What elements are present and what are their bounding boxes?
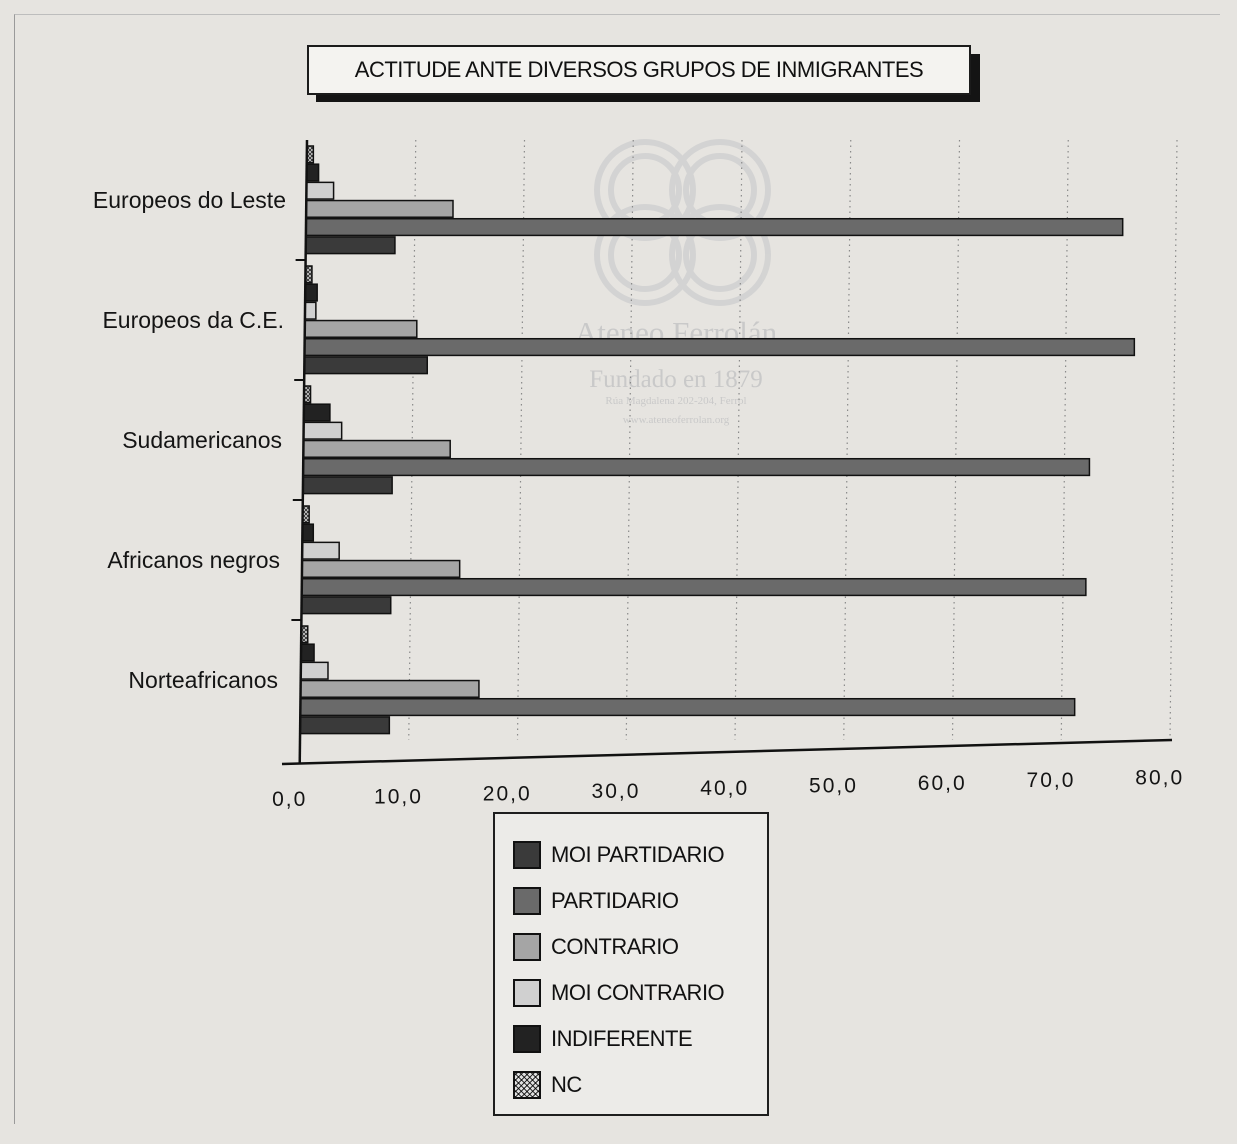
chart-legend: MOI PARTIDARIO PARTIDARIO CONTRARIO MOI CON… bbox=[493, 812, 769, 1116]
watermark-line2: Fundado en 1879 bbox=[589, 366, 763, 393]
category-label-norteafricanos: Norteafricanos bbox=[128, 667, 278, 693]
bar-europeos-da-c-e-contrario bbox=[304, 319, 418, 338]
legend-item-indiferente: INDIFERENTE bbox=[513, 1022, 693, 1056]
bar-europeos-da-c-e-moi-contrario bbox=[304, 301, 317, 320]
legend-swatch-partidario bbox=[513, 887, 541, 915]
legend-label-moi-partidario: MOI PARTIDARIO bbox=[551, 842, 725, 867]
page-border bbox=[14, 14, 1220, 1124]
category-label-europeos-do-leste: Europeos do Leste bbox=[93, 187, 286, 213]
legend-item-moi-partidario: MOI PARTIDARIO bbox=[513, 838, 725, 872]
legend-swatch-contrario bbox=[513, 933, 541, 961]
bar-europeos-do-leste-indiferente bbox=[305, 163, 320, 182]
x-tick-label-3: 30,0 bbox=[592, 780, 641, 803]
chart-grid bbox=[408, 139, 1178, 741]
legend-swatch-indiferente bbox=[513, 1025, 541, 1053]
bar-europeos-do-leste-moi-partidario bbox=[305, 236, 396, 255]
legend-item-nc: NC bbox=[513, 1068, 582, 1102]
bar-africanos-negros-partidario bbox=[301, 577, 1087, 597]
bar-norteafricanos-indiferente bbox=[300, 643, 315, 662]
legend-label-contrario: CONTRARIO bbox=[551, 934, 679, 959]
gridline-4 bbox=[734, 139, 743, 741]
gridline-2 bbox=[516, 139, 526, 741]
bar-europeos-do-leste-partidario bbox=[305, 217, 1124, 237]
x-tick-label-2: 20,0 bbox=[483, 783, 532, 806]
chart-axes bbox=[281, 139, 1173, 766]
legend-swatch-moi-partidario bbox=[513, 841, 541, 869]
chart-bars bbox=[299, 145, 1136, 735]
category-label-africanos-negros: Africanos negros bbox=[107, 547, 280, 573]
category-labels: Europeos do Leste Europeos da C.E. Sudamer… bbox=[93, 187, 286, 693]
bar-sudamericanos-contrario bbox=[302, 439, 451, 458]
gridline-6 bbox=[951, 139, 961, 741]
gridline-7 bbox=[1060, 139, 1069, 741]
bar-europeos-da-c-e-indiferente bbox=[304, 283, 318, 302]
category-label-sudamericanos: Sudamericanos bbox=[122, 427, 282, 453]
bar-africanos-negros-moi-contrario bbox=[301, 541, 340, 560]
bar-sudamericanos-indiferente bbox=[303, 403, 331, 422]
bar-africanos-negros-contrario bbox=[301, 559, 461, 578]
legend-item-partidario: PARTIDARIO bbox=[513, 884, 679, 918]
category-label-europeos-da-c-e: Europeos da C.E. bbox=[102, 307, 284, 333]
legend-label-moi-contrario: MOI CONTRARIO bbox=[551, 980, 725, 1005]
x-tick-label-1: 10,0 bbox=[374, 785, 423, 808]
bar-europeos-do-leste-moi-contrario bbox=[305, 181, 335, 200]
gridline-5 bbox=[843, 139, 852, 741]
chart-title: ACTITUDE ANTE DIVERSOS GRUPOS DE INMIGRA… bbox=[307, 45, 971, 95]
bar-sudamericanos-partidario bbox=[302, 457, 1091, 477]
x-tick-label-7: 70,0 bbox=[1027, 769, 1076, 792]
y-axis bbox=[298, 139, 309, 765]
legend-swatch-moi-contrario bbox=[513, 979, 541, 1007]
bar-norteafricanos-partidario bbox=[299, 697, 1076, 717]
bar-norteafricanos-moi-partidario bbox=[299, 716, 391, 735]
legend-label-indiferente: INDIFERENTE bbox=[551, 1026, 693, 1051]
x-tick-labels: 0,0 10,0 20,0 30,0 40,0 50,0 60,0 70,0 80,0 bbox=[272, 766, 1184, 811]
bar-africanos-negros-indiferente bbox=[301, 523, 315, 542]
bar-europeos-da-c-e-moi-partidario bbox=[303, 356, 429, 375]
legend-label-partidario: PARTIDARIO bbox=[551, 888, 679, 913]
bar-norteafricanos-contrario bbox=[299, 679, 480, 698]
legend-item-contrario: CONTRARIO bbox=[513, 930, 679, 964]
bar-europeos-do-leste-contrario bbox=[305, 199, 454, 218]
watermark-line4: www.ateneoferrolan.org bbox=[623, 414, 730, 426]
x-tick-label-6: 60,0 bbox=[918, 772, 967, 795]
gridline-3 bbox=[625, 139, 634, 741]
x-tick-label-4: 40,0 bbox=[700, 777, 749, 800]
bar-sudamericanos-moi-contrario bbox=[302, 421, 343, 440]
legend-swatch-nc bbox=[513, 1071, 541, 1099]
x-tick-label-8: 80,0 bbox=[1135, 766, 1184, 789]
x-tick-label-0: 0,0 bbox=[272, 788, 307, 811]
bar-norteafricanos-moi-contrario bbox=[300, 661, 329, 680]
x-tick-label-5: 50,0 bbox=[809, 775, 858, 798]
ateneo-watermark: Ateneo Ferrolán Fundado en 1879 Rúa Magd… bbox=[575, 139, 778, 426]
legend-item-moi-contrario: MOI CONTRARIO bbox=[513, 976, 725, 1010]
gridline-1 bbox=[408, 139, 417, 741]
x-axis bbox=[281, 738, 1173, 766]
legend-label-nc: NC bbox=[551, 1072, 582, 1097]
watermark-line3: Rúa Magdalena 202-204, Ferrol bbox=[605, 395, 746, 407]
bar-africanos-negros-moi-partidario bbox=[300, 596, 392, 615]
bar-sudamericanos-moi-partidario bbox=[302, 476, 393, 495]
bar-europeos-da-c-e-partidario bbox=[303, 337, 1136, 357]
gridline-8 bbox=[1169, 139, 1178, 741]
